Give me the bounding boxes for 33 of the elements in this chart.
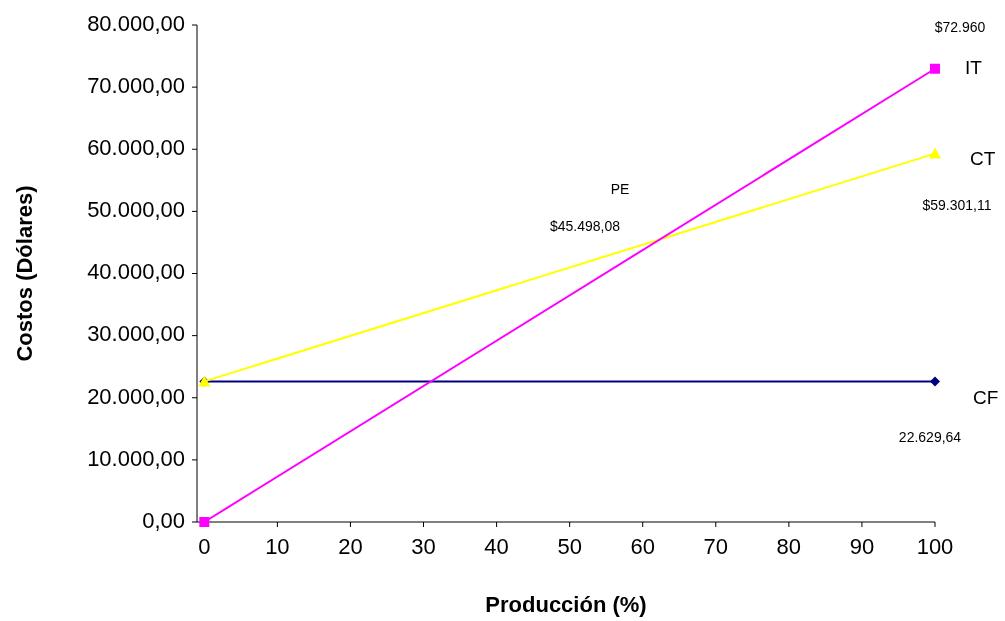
point xyxy=(930,63,940,74)
x-tick-label: 100 xyxy=(916,534,954,559)
x-tick-label: 70 xyxy=(703,534,729,559)
x-tick-label: 40 xyxy=(484,534,509,559)
y-tick-label: 0,00 xyxy=(142,507,185,533)
y-tick-label: 30.000,00 xyxy=(87,321,185,347)
series-label: IT xyxy=(965,56,983,78)
y-tick-label: 20.000,00 xyxy=(87,383,185,409)
y-tick-label: 70.000,00 xyxy=(87,72,185,98)
point xyxy=(199,517,210,527)
annotation: $59.301,11 xyxy=(922,196,992,213)
x-tick-label: 90 xyxy=(849,534,875,559)
annotation: PE xyxy=(610,180,630,197)
y-tick-label: 50.000,00 xyxy=(87,197,185,223)
x-tick-label: 0 xyxy=(198,534,211,559)
series-label: CT xyxy=(970,147,996,169)
annotation: $45.498,08 xyxy=(549,217,621,234)
x-tick-label: 20 xyxy=(338,534,363,559)
x-tick-label: 10 xyxy=(265,534,290,559)
series-label: CF xyxy=(973,387,999,409)
x-tick-label: 80 xyxy=(776,534,802,559)
annotation: 22.629,64 xyxy=(898,428,962,445)
annotation: $72.960 xyxy=(934,18,986,35)
point xyxy=(930,376,940,387)
x-tick-label: 50 xyxy=(557,534,582,559)
y-tick-label: 10.000,00 xyxy=(87,445,185,471)
x-tick-label: 30 xyxy=(411,534,436,559)
y-axis-title: Costos (Dólares) xyxy=(12,185,37,362)
x-axis-title: Producción (%) xyxy=(485,592,647,617)
y-tick-label: 60.000,00 xyxy=(87,135,185,161)
y-tick-label: 80.000,00 xyxy=(87,10,185,36)
y-tick-label: 40.000,00 xyxy=(87,259,185,285)
x-tick-label: 60 xyxy=(630,534,655,559)
